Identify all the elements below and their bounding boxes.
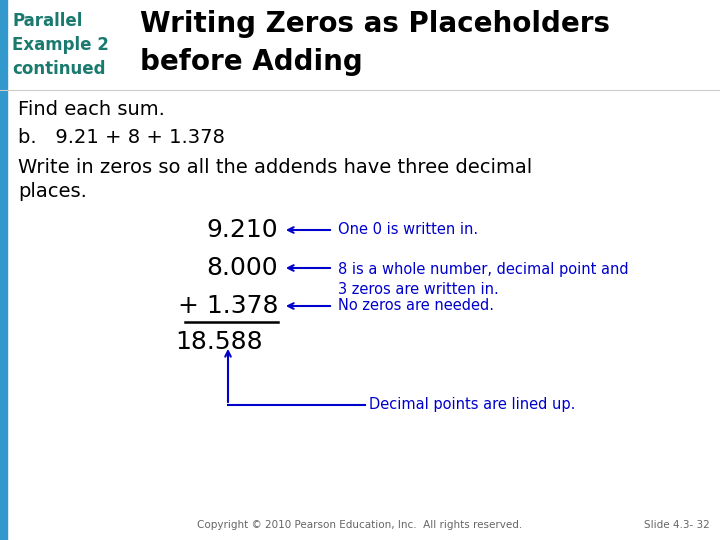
- Text: Writing Zeros as Placeholders: Writing Zeros as Placeholders: [140, 10, 610, 38]
- Text: b.   9.21 + 8 + 1.378: b. 9.21 + 8 + 1.378: [18, 128, 225, 147]
- Text: before Adding: before Adding: [140, 48, 363, 76]
- Text: 18.588: 18.588: [176, 330, 263, 354]
- Text: Write in zeros so all the addends have three decimal: Write in zeros so all the addends have t…: [18, 158, 532, 177]
- Text: One 0 is written in.: One 0 is written in.: [338, 222, 478, 238]
- Text: No zeros are needed.: No zeros are needed.: [338, 299, 494, 314]
- Text: 8.000: 8.000: [207, 256, 278, 280]
- Text: Find each sum.: Find each sum.: [18, 100, 165, 119]
- Text: 9.210: 9.210: [207, 218, 278, 242]
- Bar: [0, 0, 7, 540]
- Text: Copyright © 2010 Pearson Education, Inc.  All rights reserved.: Copyright © 2010 Pearson Education, Inc.…: [197, 520, 523, 530]
- Text: places.: places.: [18, 182, 87, 201]
- Text: 8 is a whole number, decimal point and
3 zeros are written in.: 8 is a whole number, decimal point and 3…: [338, 262, 629, 297]
- Text: Decimal points are lined up.: Decimal points are lined up.: [369, 397, 575, 413]
- Text: continued: continued: [12, 60, 106, 78]
- Text: Parallel: Parallel: [12, 12, 82, 30]
- Text: + 1.378: + 1.378: [178, 294, 278, 318]
- Text: Slide 4.3- 32: Slide 4.3- 32: [644, 520, 710, 530]
- Text: Example 2: Example 2: [12, 36, 109, 54]
